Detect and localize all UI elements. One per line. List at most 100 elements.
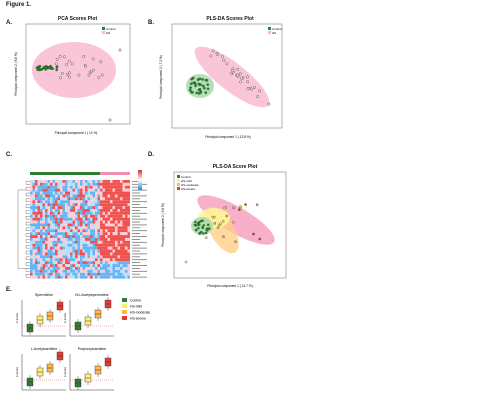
heatmap-cell [37, 252, 40, 256]
heatmap-cell [105, 197, 108, 201]
heatmap-cell [37, 226, 40, 230]
heatmap-cell [125, 191, 128, 195]
point [66, 72, 69, 76]
heatmap-cell [122, 269, 125, 273]
heatmap-cell [67, 255, 70, 259]
heatmap-cell [52, 226, 55, 230]
heatmap-cell [45, 238, 48, 241]
heatmap-cell [112, 226, 115, 230]
point [250, 87, 253, 91]
heatmap-cell [110, 238, 113, 241]
point [206, 223, 210, 227]
heatmap-cell [72, 185, 75, 189]
heatmap-cell [125, 185, 128, 189]
heatmap-cell [102, 182, 105, 186]
heatmap-cell [55, 246, 58, 250]
heatmap-cell [125, 275, 128, 279]
heatmap-cell [122, 238, 125, 241]
heatmap-cell [100, 180, 103, 183]
row-label [132, 270, 147, 272]
heatmap-cell [57, 235, 60, 238]
heatmap-cell [87, 217, 90, 221]
axes [69, 354, 114, 391]
heatmap-cell [32, 243, 35, 247]
heatmap-cell [67, 211, 70, 215]
heatmap-cell [72, 269, 75, 273]
heatmap-cell [92, 267, 95, 270]
heatmap-cell [115, 206, 118, 209]
heatmap-cell [35, 249, 38, 253]
dendrogram-branch [25, 245, 30, 249]
heatmap-cell [82, 252, 85, 256]
heatmap-cell [80, 188, 83, 192]
heatmap-cell [67, 197, 70, 201]
heatmap-cell [45, 206, 48, 209]
heatmap-cell [40, 211, 43, 215]
column-annotation [92, 172, 95, 175]
heatmap-cell [60, 185, 63, 189]
column-annotation [77, 172, 80, 175]
heatmap-cell [85, 232, 88, 236]
heatmap-cell [107, 249, 110, 253]
heatmap-cell [75, 272, 78, 276]
heatmap-cell [52, 194, 55, 198]
column-annotation [75, 172, 78, 175]
heatmap-cell [45, 226, 48, 230]
point [60, 72, 64, 75]
heatmap-cell [127, 197, 130, 201]
row-label [132, 239, 140, 240]
heatmap-cell [82, 267, 85, 270]
heatmap-cell [35, 272, 38, 276]
heatmap-cell [122, 217, 125, 221]
dendrogram-branch [25, 187, 30, 191]
heatmap-cell [115, 180, 118, 183]
heatmap-cell [105, 252, 108, 256]
panel-c-letter: C. [6, 152, 12, 158]
heatmap-cell [60, 203, 63, 207]
heatmap-cell [57, 209, 60, 212]
point [231, 69, 234, 72]
heatmap-cell [75, 197, 78, 201]
heatmap-cell [100, 249, 103, 253]
heatmap-cell [82, 191, 85, 195]
heatmap-cell [115, 232, 118, 236]
heatmap-cell [100, 269, 103, 273]
column-annotation [35, 172, 38, 175]
heatmap-cell [77, 272, 80, 276]
heatmap-cell [110, 182, 113, 186]
heatmap-cell [62, 232, 65, 236]
heatmap-cell [75, 240, 78, 244]
heatmap-cell [37, 243, 40, 247]
heatmap-cell [32, 272, 35, 276]
heatmap-cell [60, 200, 63, 204]
heatmap-cell [97, 272, 100, 276]
row-label [132, 262, 140, 263]
heatmap-cell [107, 229, 110, 233]
column-annotation [55, 172, 58, 175]
heatmap-cell [45, 200, 48, 204]
heatmap-cell [65, 269, 68, 273]
heatmap-cell [115, 258, 118, 262]
heatmap-cell [127, 272, 130, 276]
heatmap-cell [87, 209, 90, 212]
heatmap-cell [72, 197, 75, 201]
heatmap-cell [45, 194, 48, 198]
heatmap-cell [42, 235, 45, 238]
heatmap-cell [102, 200, 105, 204]
heatmap-cell [112, 203, 115, 207]
heatmap-cell [82, 226, 85, 230]
heatmap-cell [105, 238, 108, 241]
heatmap-cell [87, 272, 90, 276]
point [256, 95, 259, 99]
heatmap-cell [65, 258, 68, 262]
heatmap-cell [112, 206, 115, 209]
heatmap-cell [32, 197, 35, 201]
heatmap-cell [37, 194, 40, 198]
heatmap-cell [47, 220, 50, 224]
heatmap-cell [85, 269, 88, 273]
heatmap-cell [85, 238, 88, 241]
heatmap-cell [80, 240, 83, 244]
heatmap-cell [82, 197, 85, 201]
